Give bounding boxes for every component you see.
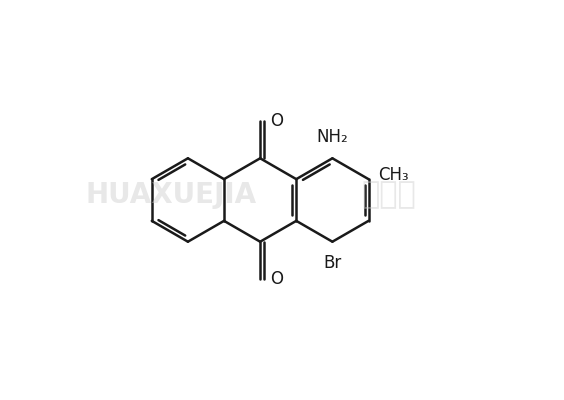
Text: O: O	[270, 112, 283, 130]
Text: Br: Br	[323, 254, 342, 272]
Text: CH₃: CH₃	[378, 166, 409, 184]
Text: 化学加: 化学加	[362, 180, 417, 210]
Text: HUAXUEJIA: HUAXUEJIA	[85, 181, 257, 209]
Text: NH₂: NH₂	[316, 128, 348, 146]
Text: O: O	[270, 270, 283, 288]
